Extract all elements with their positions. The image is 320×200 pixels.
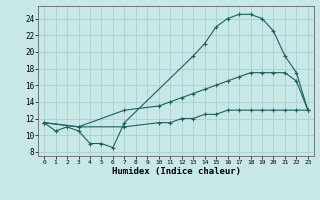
- X-axis label: Humidex (Indice chaleur): Humidex (Indice chaleur): [111, 167, 241, 176]
